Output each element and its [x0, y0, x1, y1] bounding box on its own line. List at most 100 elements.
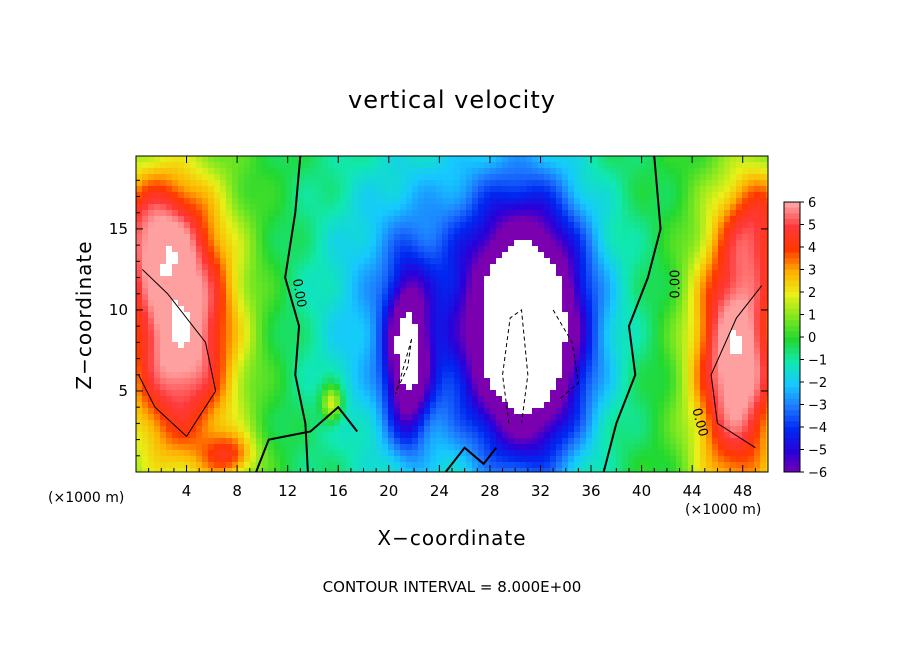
- heatmap-cell: [490, 228, 497, 235]
- heatmap-cell: [430, 366, 437, 373]
- heatmap-cell: [454, 426, 461, 433]
- heatmap-cell: [220, 276, 227, 283]
- heatmap-cell: [622, 456, 629, 463]
- heatmap-cell: [148, 408, 155, 415]
- heatmap-cell: [310, 240, 317, 247]
- heatmap-cell: [622, 312, 629, 319]
- heatmap-cell: [286, 258, 293, 265]
- heatmap-cell: [514, 462, 521, 469]
- heatmap-cell: [268, 342, 275, 349]
- heatmap-cell: [178, 456, 185, 463]
- heatmap-cell: [628, 432, 635, 439]
- heatmap-cell: [178, 354, 185, 361]
- heatmap-cell: [292, 156, 299, 163]
- heatmap-cell: [400, 252, 407, 259]
- heatmap-cell: [544, 252, 551, 259]
- heatmap-cell: [298, 384, 305, 391]
- heatmap-cell: [532, 342, 539, 349]
- heatmap-cell: [580, 156, 587, 163]
- heatmap-cell: [334, 348, 341, 355]
- heatmap-cell: [454, 342, 461, 349]
- heatmap-cell: [466, 228, 473, 235]
- heatmap-cell: [598, 342, 605, 349]
- heatmap-cell: [214, 372, 221, 379]
- heatmap-cell: [142, 276, 149, 283]
- heatmap-cell: [208, 174, 215, 181]
- heatmap-cell: [184, 396, 191, 403]
- heatmap-cell: [568, 348, 575, 355]
- heatmap-cell: [268, 456, 275, 463]
- heatmap-cell: [142, 210, 149, 217]
- heatmap-cell: [490, 414, 497, 421]
- heatmap-cell: [382, 312, 389, 319]
- heatmap-cell: [292, 456, 299, 463]
- heatmap-cell: [220, 420, 227, 427]
- heatmap-cell: [382, 348, 389, 355]
- heatmap-cell: [154, 204, 161, 211]
- heatmap-cell: [634, 168, 641, 175]
- heatmap-cell: [364, 450, 371, 457]
- heatmap-cell: [190, 282, 197, 289]
- heatmap-cell: [628, 306, 635, 313]
- heatmap-cell: [514, 210, 521, 217]
- heatmap-cell: [652, 276, 659, 283]
- heatmap-cell: [568, 444, 575, 451]
- heatmap-cell: [214, 312, 221, 319]
- heatmap-cell: [334, 234, 341, 241]
- heatmap-cell: [418, 384, 425, 391]
- heatmap-cell: [628, 216, 635, 223]
- heatmap-cell: [544, 264, 551, 271]
- heatmap-cell: [196, 396, 203, 403]
- heatmap-cell: [580, 204, 587, 211]
- heatmap-cell: [292, 186, 299, 193]
- heatmap-cell: [502, 198, 509, 205]
- heatmap-cell: [508, 300, 515, 307]
- heatmap-cell: [556, 294, 563, 301]
- heatmap-cell: [508, 402, 515, 409]
- heatmap-cell: [430, 162, 437, 169]
- heatmap-cell: [142, 402, 149, 409]
- heatmap-cell: [406, 228, 413, 235]
- heatmap-cell: [586, 366, 593, 373]
- heatmap-cell: [478, 348, 485, 355]
- heatmap-cell: [652, 210, 659, 217]
- heatmap-cell: [292, 444, 299, 451]
- heatmap-cell: [148, 216, 155, 223]
- heatmap-cell: [370, 444, 377, 451]
- heatmap-cell: [280, 456, 287, 463]
- heatmap-cell: [496, 336, 503, 343]
- heatmap-cell: [538, 168, 545, 175]
- heatmap-cell: [292, 294, 299, 301]
- heatmap-cell: [220, 192, 227, 199]
- heatmap-cell: [178, 348, 185, 355]
- heatmap-cell: [406, 384, 413, 391]
- heatmap-cell: [370, 186, 377, 193]
- heatmap-cell: [382, 384, 389, 391]
- heatmap-cell: [346, 456, 353, 463]
- heatmap-cell: [160, 402, 167, 409]
- heatmap-cell: [196, 156, 203, 163]
- heatmap-cell: [388, 354, 395, 361]
- heatmap-cell: [232, 450, 239, 457]
- heatmap-cell: [232, 324, 239, 331]
- heatmap-cell: [148, 162, 155, 169]
- heatmap-cell: [532, 174, 539, 181]
- heatmap-cell: [574, 444, 581, 451]
- heatmap-cell: [586, 312, 593, 319]
- heatmap-cell: [412, 156, 419, 163]
- heatmap-cell: [586, 306, 593, 313]
- heatmap-cell: [166, 216, 173, 223]
- heatmap-cell: [370, 378, 377, 385]
- heatmap-cell: [220, 396, 227, 403]
- heatmap-cell: [658, 390, 665, 397]
- heatmap-cell: [424, 222, 431, 229]
- heatmap-cell: [628, 270, 635, 277]
- heatmap-cell: [172, 252, 179, 259]
- heatmap-cell: [394, 312, 401, 319]
- heatmap-cell: [532, 294, 539, 301]
- heatmap-cell: [208, 156, 215, 163]
- heatmap-cell: [340, 258, 347, 265]
- heatmap-cell: [634, 186, 641, 193]
- heatmap-cell: [328, 264, 335, 271]
- heatmap-cell: [370, 312, 377, 319]
